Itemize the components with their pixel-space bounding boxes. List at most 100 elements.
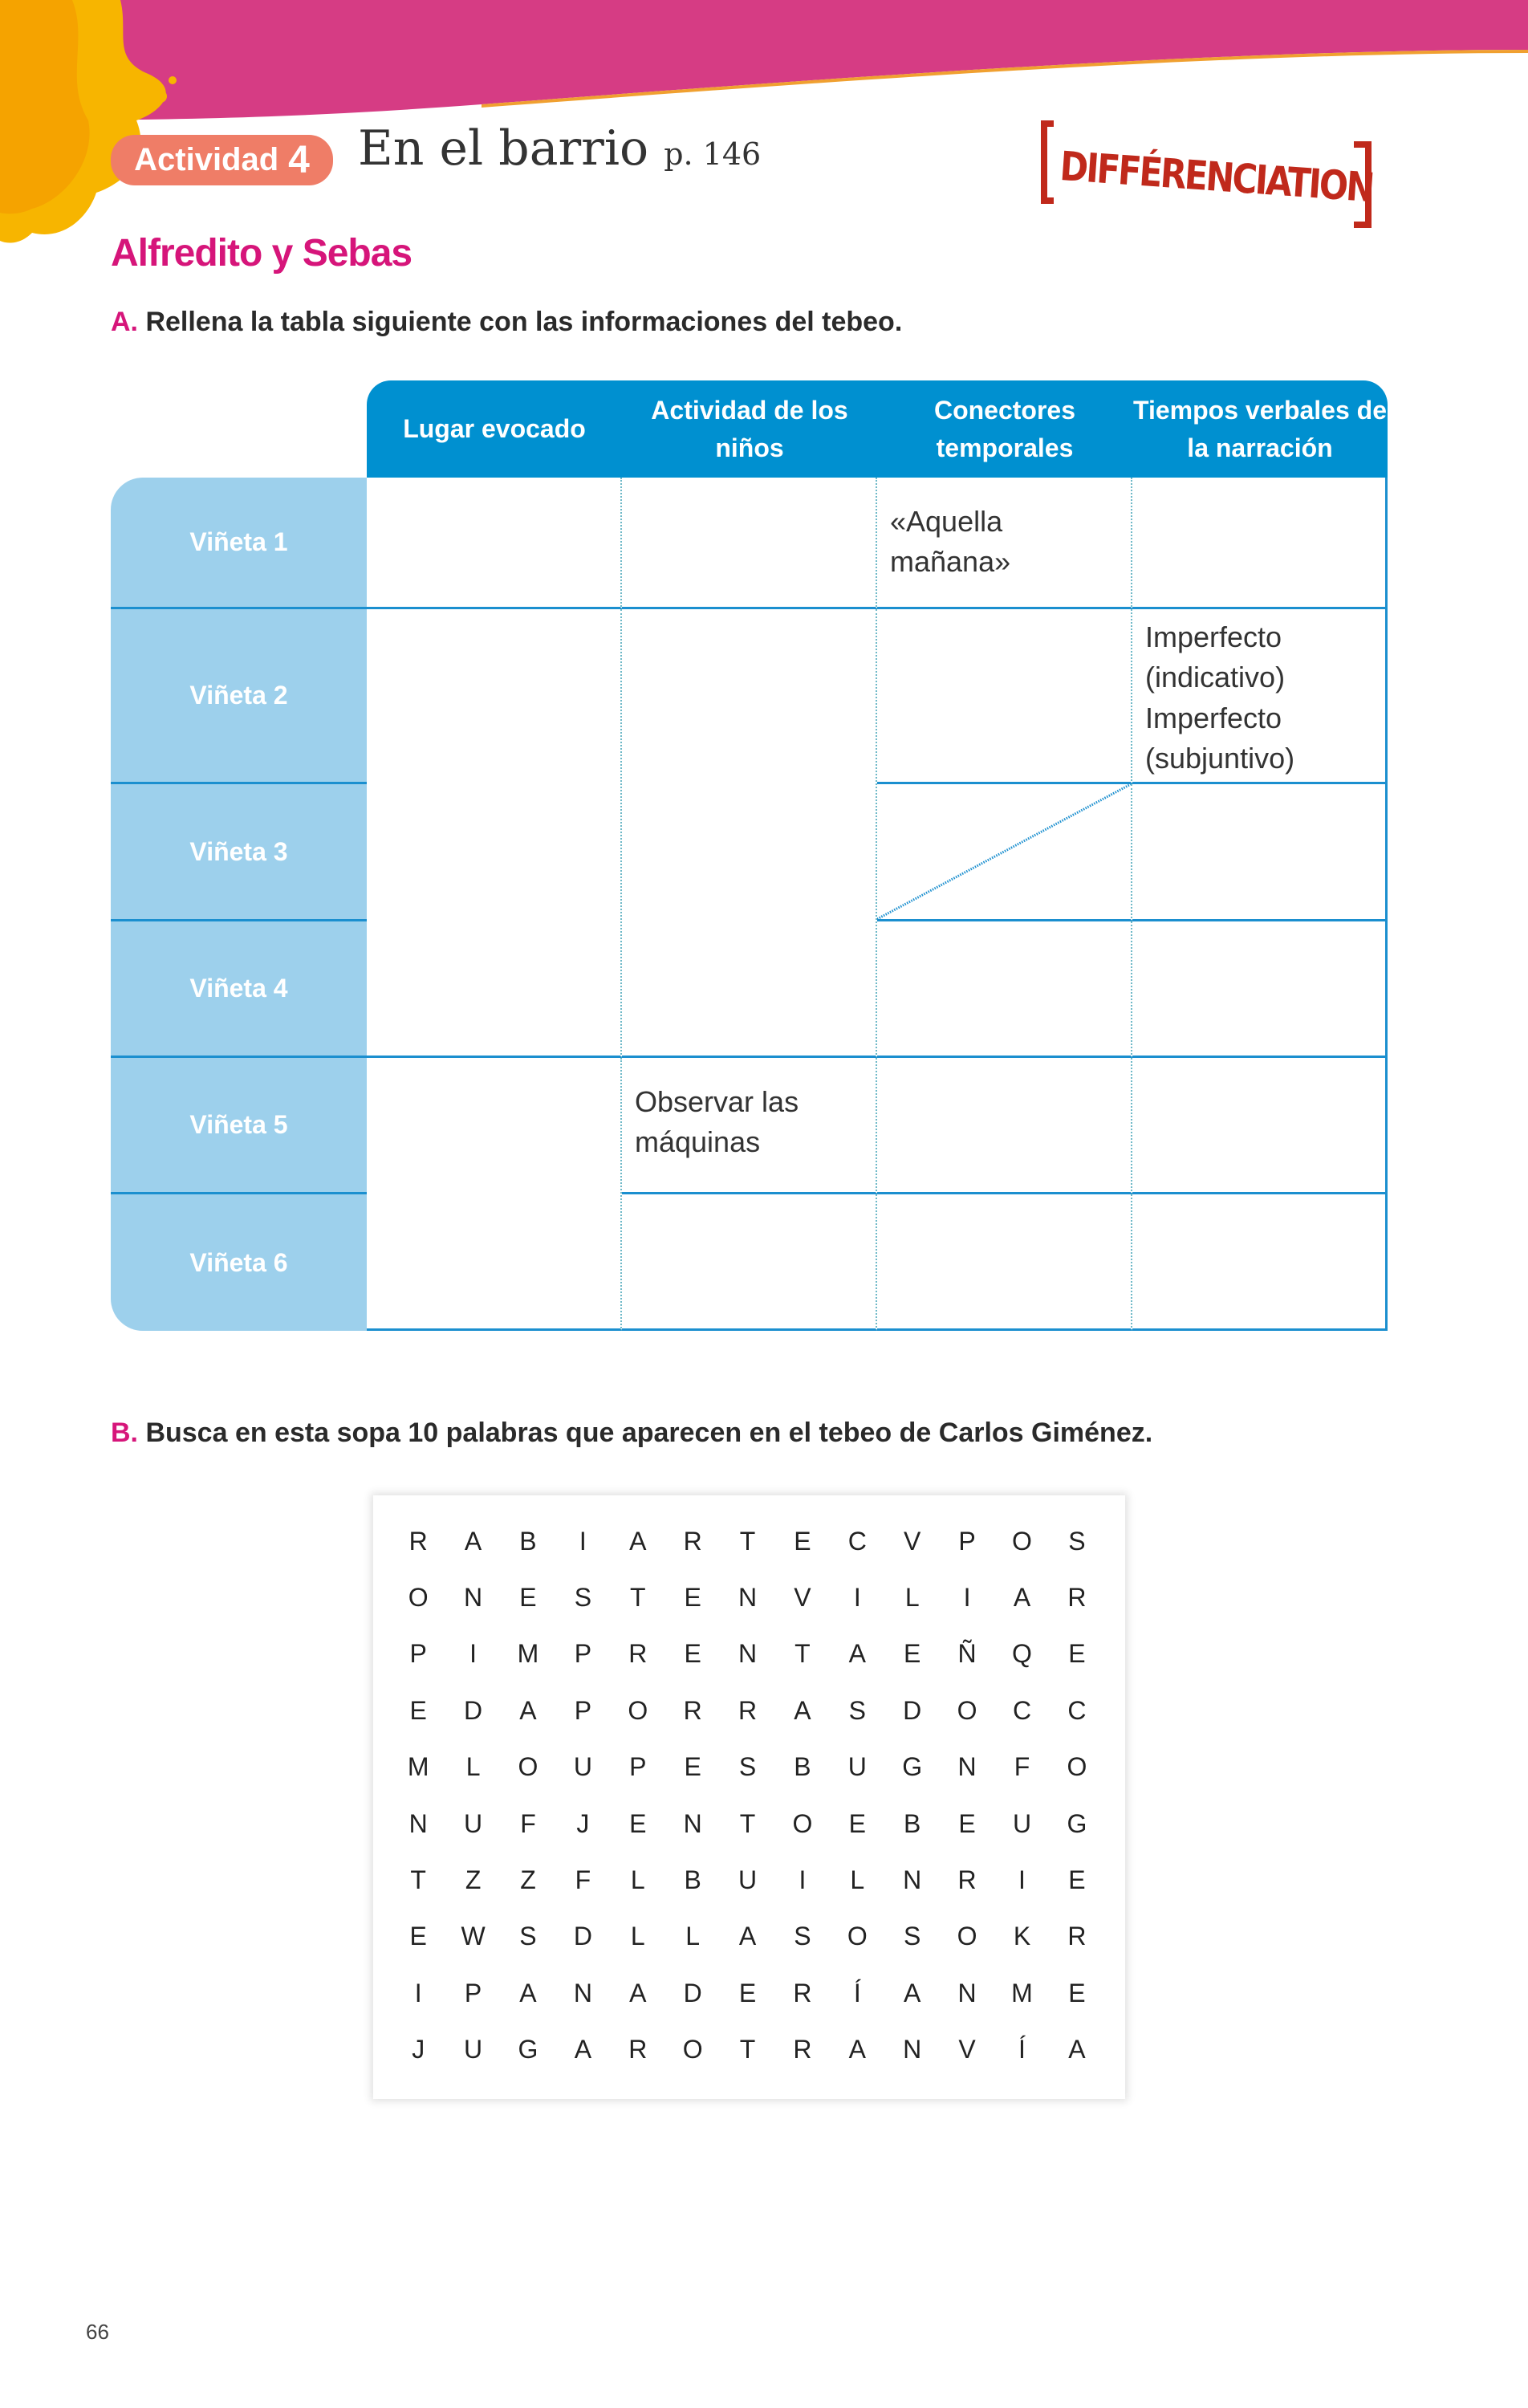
word-search-letter[interactable]: L <box>630 1922 645 1951</box>
word-search-letter[interactable]: O <box>792 1808 813 1838</box>
table-cell[interactable] <box>1132 921 1388 1058</box>
word-search-letter[interactable]: I <box>1018 1865 1026 1895</box>
word-search-letter[interactable]: F <box>575 1865 591 1895</box>
word-search-letter[interactable]: G <box>1067 1808 1087 1838</box>
word-search-letter[interactable]: C <box>1067 1695 1087 1725</box>
word-search-letter[interactable]: E <box>958 1808 976 1838</box>
word-search-letter[interactable]: R <box>793 1978 812 2007</box>
word-search-letter[interactable]: P <box>629 1752 647 1782</box>
word-search-letter[interactable]: K <box>1013 1922 1031 1951</box>
word-search-letter[interactable]: O <box>408 1583 429 1613</box>
word-search-letter[interactable]: R <box>628 2035 648 2064</box>
word-search-letter[interactable]: V <box>958 2035 976 2064</box>
word-search-letter[interactable]: E <box>629 1808 647 1838</box>
word-search-letter[interactable]: W <box>461 1922 486 1951</box>
table-cell[interactable] <box>1132 784 1388 921</box>
word-search-letter[interactable]: O <box>957 1695 977 1725</box>
word-search-letter[interactable]: M <box>1011 1978 1033 2007</box>
word-search-letter[interactable]: I <box>799 1865 807 1895</box>
word-search-letter[interactable]: E <box>684 1583 701 1613</box>
word-search-letter[interactable]: U <box>573 1752 592 1782</box>
table-cell[interactable] <box>877 921 1132 1058</box>
word-search-letter[interactable]: M <box>407 1752 429 1782</box>
word-search-letter[interactable]: E <box>904 1639 921 1669</box>
word-search-letter[interactable]: A <box>519 1695 537 1725</box>
word-search-letter[interactable]: S <box>794 1922 811 1951</box>
table-cell[interactable] <box>877 1058 1132 1194</box>
word-search-letter[interactable]: Í <box>1018 2035 1026 2064</box>
word-search-letter[interactable]: R <box>1067 1922 1087 1951</box>
word-search-letter[interactable]: A <box>848 1639 866 1669</box>
word-search-letter[interactable]: S <box>574 1583 592 1613</box>
word-search-letter[interactable]: L <box>850 1865 865 1895</box>
word-search-letter[interactable]: D <box>464 1695 483 1725</box>
word-search-letter[interactable]: E <box>1068 1639 1086 1669</box>
table-cell[interactable]: Observar las máquinas <box>622 1058 877 1194</box>
word-search-letter[interactable]: A <box>848 2035 866 2064</box>
word-search-letter[interactable]: B <box>684 1865 701 1895</box>
word-search-letter[interactable]: U <box>464 1808 483 1838</box>
word-search-letter[interactable]: T <box>794 1639 811 1669</box>
word-search-letter[interactable]: N <box>903 1865 922 1895</box>
word-search-letter[interactable]: S <box>1068 1526 1086 1556</box>
word-search-letter[interactable]: P <box>574 1695 592 1725</box>
word-search-letter[interactable]: R <box>408 1526 428 1556</box>
word-search-letter[interactable]: U <box>738 1865 758 1895</box>
word-search-letter[interactable]: N <box>464 1583 483 1613</box>
word-search-letter[interactable]: T <box>410 1865 426 1895</box>
word-search-letter[interactable]: E <box>848 1808 866 1838</box>
word-search-letter[interactable]: R <box>793 2035 812 2064</box>
table-cell[interactable] <box>1132 1194 1388 1331</box>
table-cell[interactable] <box>877 1194 1132 1331</box>
word-search-letter[interactable]: L <box>685 1922 701 1951</box>
word-search-letter[interactable]: I <box>963 1583 971 1613</box>
word-search-letter[interactable]: O <box>957 1922 977 1951</box>
word-search-letter[interactable]: Q <box>1012 1639 1032 1669</box>
word-search-letter[interactable]: D <box>903 1695 922 1725</box>
word-search-letter[interactable]: A <box>738 1922 757 1951</box>
word-search-letter[interactable]: P <box>409 1639 427 1669</box>
word-search-letter[interactable]: A <box>519 1978 537 2007</box>
word-search-letter[interactable]: D <box>573 1922 592 1951</box>
table-cell[interactable] <box>622 609 877 1058</box>
table-cell[interactable]: Imperfecto (indicativo) Imperfecto (subj… <box>1132 609 1388 784</box>
table-cell[interactable] <box>1132 478 1388 609</box>
word-search-letter[interactable]: A <box>1013 1583 1031 1613</box>
word-search-letter[interactable]: B <box>519 1526 537 1556</box>
word-search-letter[interactable]: S <box>904 1922 921 1951</box>
word-search-letter[interactable]: Z <box>520 1865 536 1895</box>
word-search-letter[interactable]: I <box>853 1583 861 1613</box>
word-search-letter[interactable]: A <box>464 1526 482 1556</box>
word-search-letter[interactable]: R <box>1067 1583 1087 1613</box>
word-search-letter[interactable]: P <box>574 1639 592 1669</box>
word-search-letter[interactable]: G <box>518 2035 538 2064</box>
word-search-letter[interactable]: S <box>738 1752 757 1782</box>
word-search-letter[interactable]: Z <box>465 1865 482 1895</box>
word-search-letter[interactable]: C <box>847 1526 867 1556</box>
word-search-letter[interactable]: O <box>682 2035 703 2064</box>
word-search-letter[interactable]: M <box>517 1639 539 1669</box>
word-search-letter[interactable]: G <box>902 1752 923 1782</box>
word-search-letter[interactable]: O <box>1067 1752 1087 1782</box>
word-search-letter[interactable]: B <box>904 1808 921 1838</box>
word-search-letter[interactable]: S <box>519 1922 537 1951</box>
word-search-letter[interactable]: P <box>958 1526 976 1556</box>
word-search-letter[interactable]: T <box>739 1526 756 1556</box>
word-search-letter[interactable]: L <box>904 1583 920 1613</box>
word-search-letter[interactable]: E <box>684 1752 701 1782</box>
word-search-letter[interactable]: A <box>794 1695 811 1725</box>
word-search-letter[interactable]: O <box>847 1922 868 1951</box>
word-search-letter[interactable]: L <box>465 1752 481 1782</box>
word-search-letter[interactable]: S <box>848 1695 866 1725</box>
word-search-letter[interactable]: U <box>1012 1808 1032 1838</box>
word-search-letter[interactable]: L <box>630 1865 645 1895</box>
word-search-letter[interactable]: F <box>520 1808 536 1838</box>
word-search-letter[interactable]: E <box>409 1922 427 1951</box>
word-search-letter[interactable]: R <box>738 1695 758 1725</box>
word-search-letter[interactable]: A <box>1068 2035 1086 2064</box>
word-search-letter[interactable]: N <box>957 1752 977 1782</box>
word-search-letter[interactable]: O <box>518 1752 538 1782</box>
word-search-letter[interactable]: U <box>464 2035 483 2064</box>
word-search-letter[interactable]: N <box>683 1808 702 1838</box>
word-search-letter[interactable]: E <box>794 1526 811 1556</box>
